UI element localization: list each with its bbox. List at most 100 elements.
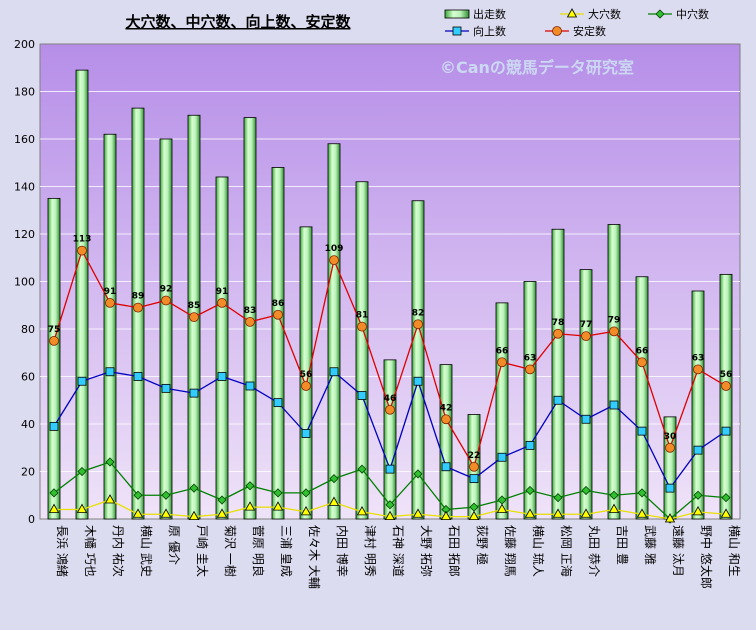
- point: [357, 464, 367, 474]
- point: [693, 445, 703, 455]
- y-tick-label: 180: [14, 86, 35, 99]
- point: [132, 508, 144, 518]
- grid-lines: [40, 91, 740, 472]
- point: [384, 510, 396, 521]
- point: [77, 376, 87, 386]
- data-label: 92: [160, 285, 173, 295]
- point: [552, 508, 564, 518]
- point: [189, 312, 199, 323]
- point: [721, 381, 731, 391]
- point: [721, 426, 731, 436]
- x-tick-label: 野中 悠太郎: [699, 525, 714, 589]
- x-tick-label: 大野 拓弥: [419, 525, 434, 577]
- point: [440, 510, 452, 521]
- legend-swatch: [444, 9, 470, 19]
- data-label: 81: [356, 311, 369, 321]
- point: [133, 372, 143, 381]
- x-tick-label: 津村 明秀: [363, 525, 377, 577]
- bar: [551, 228, 565, 520]
- data-label: 22: [468, 451, 481, 461]
- point: [441, 414, 451, 425]
- x-tick-label: 三浦 皇成: [279, 525, 293, 577]
- y-tick-label: 40: [21, 418, 35, 431]
- point: [609, 326, 619, 337]
- point: [525, 440, 535, 450]
- point: [273, 488, 283, 498]
- point: [49, 335, 59, 346]
- x-axis: 長浜 鴻緒 木幡 巧也 丹内 祐次 横山 武史原 優介 戸崎 圭太 菊沢 一樹 菅原 明良三…: [55, 525, 741, 589]
- bar: [719, 273, 733, 520]
- x-tick-label: 丹内 祐次: [111, 525, 125, 577]
- point: [412, 508, 424, 518]
- point: [104, 494, 116, 504]
- point: [245, 316, 255, 327]
- legend-marker: [452, 26, 462, 36]
- bar: [47, 197, 61, 520]
- point: [693, 490, 703, 500]
- point: [161, 295, 171, 306]
- point: [105, 457, 115, 467]
- point: [525, 364, 535, 375]
- point: [105, 297, 115, 308]
- bar: [75, 69, 89, 520]
- point: [637, 426, 647, 436]
- bar: [635, 276, 649, 520]
- legend-label: 向上数: [473, 24, 506, 38]
- x-tick-label: 武藤 雅: [643, 525, 658, 565]
- y-tick-label: 160: [14, 133, 35, 146]
- bar: [299, 226, 313, 520]
- point: [664, 513, 676, 523]
- point: [217, 297, 227, 308]
- x-tick-label: 横山 武史: [139, 525, 153, 577]
- point: [272, 501, 284, 511]
- point: [413, 469, 423, 479]
- y-tick-label: 200: [14, 38, 35, 51]
- point: [608, 503, 620, 513]
- point: [160, 508, 172, 518]
- y-tick-label: 120: [14, 228, 35, 241]
- line-series: [48, 245, 732, 524]
- bar: [691, 290, 705, 520]
- point: [329, 367, 339, 377]
- legend-marker: [566, 8, 578, 18]
- bar: [271, 167, 285, 520]
- point: [609, 400, 619, 410]
- point: [161, 383, 171, 393]
- point: [77, 245, 87, 256]
- point: [581, 414, 591, 424]
- data-label: 63: [524, 353, 537, 363]
- point: [553, 328, 563, 339]
- point: [328, 496, 340, 506]
- bar: [131, 107, 145, 520]
- data-label: 75: [48, 325, 61, 335]
- data-label: 89: [132, 292, 145, 302]
- x-tick-label: 佐藤 翔馬: [503, 525, 517, 577]
- point: [49, 488, 59, 498]
- point: [553, 493, 563, 503]
- point: [609, 490, 619, 500]
- point: [329, 474, 339, 484]
- y-tick-label: 140: [14, 181, 35, 194]
- bar: [607, 224, 621, 520]
- legend-label: 大穴数: [588, 7, 621, 21]
- chart-title: 大穴数、中穴数、向上数、安定数: [125, 13, 351, 31]
- y-axis: 0 20 40 60 80 100 120 140 160 180 200: [14, 38, 35, 526]
- bar: [159, 138, 173, 520]
- x-tick-label: 横山 琉人: [531, 525, 545, 577]
- point: [189, 483, 199, 493]
- point: [385, 404, 395, 415]
- data-label: 66: [496, 346, 509, 356]
- data-label: 85: [188, 301, 201, 311]
- x-tick-label: 佐々木 大輔: [307, 525, 321, 589]
- legend-marker: [655, 9, 665, 19]
- point: [441, 462, 451, 472]
- point: [217, 372, 227, 381]
- bar: [355, 181, 369, 520]
- x-tick-label: 横山 和生: [727, 525, 741, 577]
- point: [189, 388, 199, 398]
- bar: [327, 143, 341, 520]
- point: [273, 398, 283, 408]
- x-tick-label: 松岡 正海: [559, 525, 574, 577]
